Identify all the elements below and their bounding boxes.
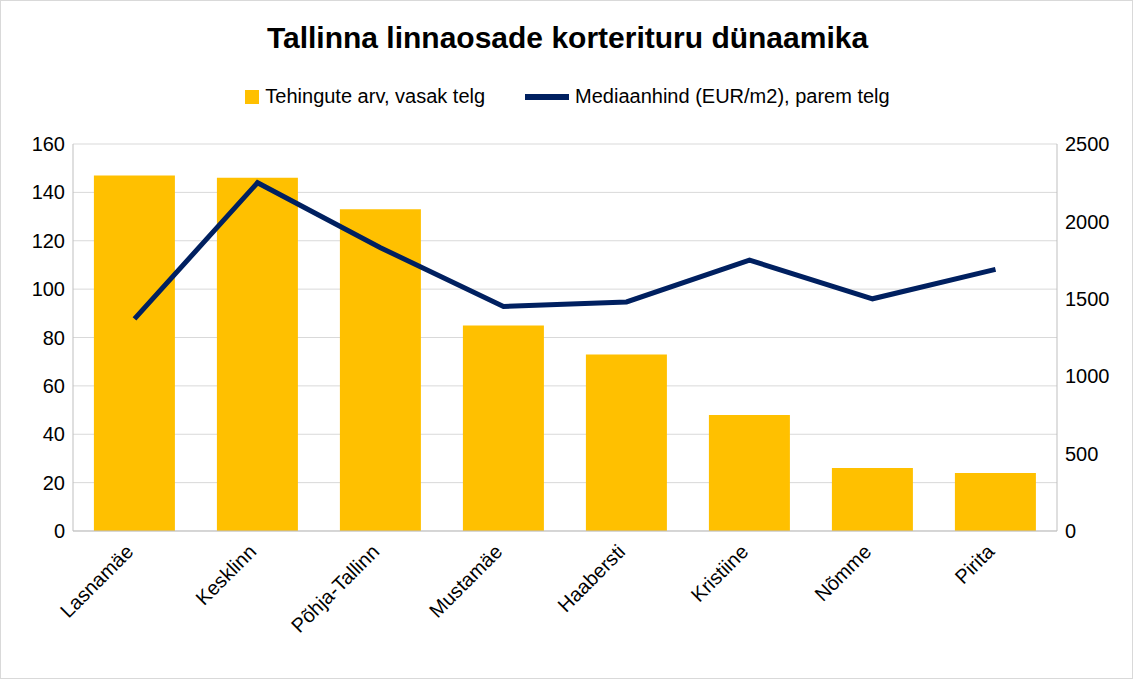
svg-text:20: 20: [43, 472, 65, 494]
svg-text:60: 60: [43, 375, 65, 397]
svg-text:80: 80: [43, 327, 65, 349]
svg-text:2500: 2500: [1065, 133, 1110, 155]
svg-text:500: 500: [1065, 443, 1098, 465]
svg-text:40: 40: [43, 423, 65, 445]
svg-text:Haabersti: Haabersti: [553, 540, 629, 616]
svg-text:Põhja-Tallinn: Põhja-Tallinn: [287, 540, 384, 637]
svg-text:0: 0: [1065, 520, 1076, 542]
html-text:Mediaanhind (EUR/m2), parem te: Mediaanhind (EUR/m2), parem telg: [575, 85, 890, 107]
svg-text:Mustamäe: Mustamäe: [425, 540, 507, 622]
html-text:Tallinna linnaosade korteritur: Tallinna linnaosade korterituru dünaamik…: [266, 21, 869, 54]
svg-text:2000: 2000: [1065, 211, 1110, 233]
svg-text:Lasnamäe: Lasnamäe: [56, 540, 138, 622]
svg-text:100: 100: [32, 278, 65, 300]
svg-text:Nõmme: Nõmme: [810, 540, 875, 605]
svg-text:1000: 1000: [1065, 365, 1110, 387]
svg-text:140: 140: [32, 181, 65, 203]
svg-text:120: 120: [32, 230, 65, 252]
svg-text:Kristiine: Kristiine: [686, 540, 752, 606]
svg-text:160: 160: [32, 133, 65, 155]
svg-text:0: 0: [54, 520, 65, 542]
html-text:Tehingute arv, vasak telg: Tehingute arv, vasak telg: [265, 85, 486, 107]
svg-text:Pirita: Pirita: [951, 540, 999, 588]
svg-text:1500: 1500: [1065, 288, 1110, 310]
svg-text:Kesklinn: Kesklinn: [191, 540, 260, 609]
